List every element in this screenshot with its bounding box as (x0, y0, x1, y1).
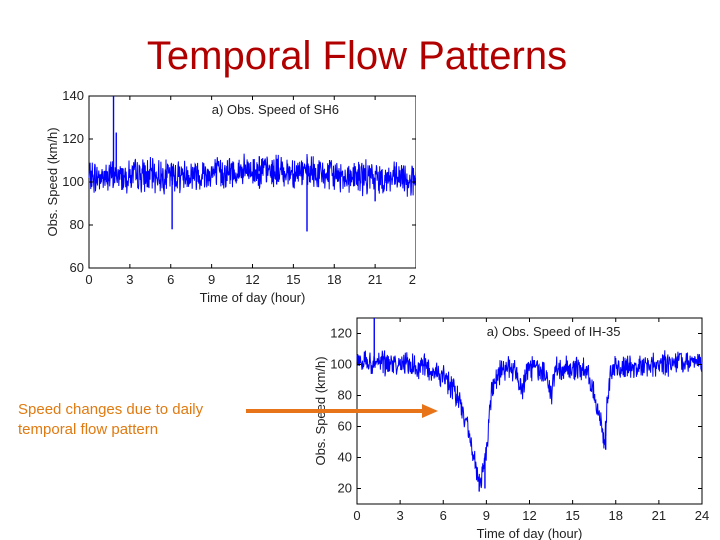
slide-title: Temporal Flow Patterns (146, 34, 568, 78)
x-tick-label: 9 (208, 272, 215, 287)
x-tick-label: 15 (286, 272, 300, 287)
x-tick-label: 21 (368, 272, 382, 287)
x-tick-label: 21 (652, 508, 666, 523)
y-tick-label: 100 (62, 174, 84, 189)
y-tick-label: 100 (330, 357, 352, 372)
y-tick-label: 120 (330, 326, 352, 341)
y-tick-label: 80 (338, 388, 352, 403)
arrow-head (422, 404, 438, 418)
x-axis-label: Time of day (hour) (200, 290, 306, 305)
x-tick-label: 9 (483, 508, 490, 523)
x-tick-label: 0 (353, 508, 360, 523)
x-tick-label: 3 (397, 508, 404, 523)
y-tick-label: 80 (70, 217, 84, 232)
y-tick-label: 40 (338, 450, 352, 465)
y-tick-label: 20 (338, 481, 352, 496)
panel-title-bg (483, 323, 624, 340)
caption-text: Speed changes due to daily temporal flow… (18, 401, 204, 438)
x-tick-label: 12 (522, 508, 536, 523)
x-tick-label: 6 (167, 272, 174, 287)
series-line-sh6 (88, 153, 417, 197)
x-tick-label: 18 (609, 508, 623, 523)
x-tick-label: 24 (695, 508, 709, 523)
panel-title: a) Obs. Speed of IH-35 (487, 324, 621, 339)
x-tick-label: 15 (565, 508, 579, 523)
panel-title-bg (208, 101, 342, 118)
x-tick-label: 12 (245, 272, 259, 287)
x-tick-label: 0 (85, 272, 92, 287)
y-axis-label: Obs. Speed (km/h) (45, 127, 60, 236)
y-tick-label: 120 (62, 131, 84, 146)
chart-ih35-speed: 0 3 6 9 12 15 18 21 24 20 40 60 80 100 120 a) Obs. Spee… (313, 317, 709, 540)
y-tick-label: 60 (70, 260, 84, 275)
series-line-ih-35 (356, 350, 703, 489)
y-tick-label: 60 (338, 419, 352, 434)
chart-sh6-speed: 036912151821246080100120140a) Obs. Speed… (45, 85, 430, 315)
y-tick-label: 140 (62, 88, 84, 103)
x-tick-label: 6 (440, 508, 447, 523)
arrow-annotation (246, 404, 438, 418)
x-tick-label: 18 (327, 272, 341, 287)
x-tick-label: 3 (126, 272, 133, 287)
chart-crop (416, 85, 430, 315)
panel-title: a) Obs. Speed of SH6 (212, 102, 339, 117)
x-axis-label: Time of day (hour) (477, 526, 583, 540)
